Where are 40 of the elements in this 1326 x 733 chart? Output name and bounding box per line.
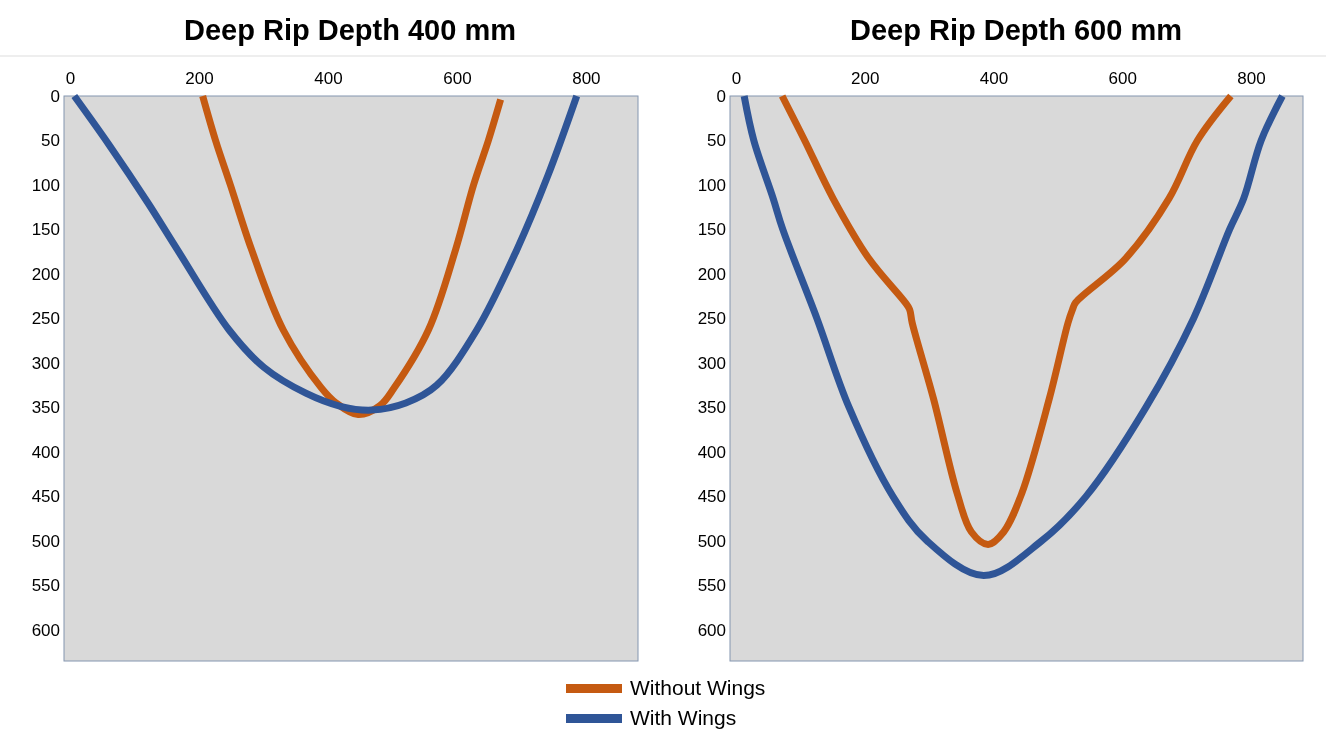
x-tick-label: 0 [731,69,742,88]
y-tick-label: 300 [31,353,60,373]
chart-title: Deep Rip Depth 600 mm [850,14,1182,46]
y-tick-label: 150 [31,220,60,240]
y-tick-label: 500 [31,531,60,551]
y-tick-label: 0 [716,86,726,106]
x-tick-label: 800 [572,69,601,88]
x-tick-label: 200 [851,69,880,88]
y-tick-label: 550 [31,576,60,596]
y-tick-label: 450 [31,487,60,507]
y-tick-label: 250 [31,309,60,329]
y-tick-label: 50 [41,131,60,151]
legend-label: Without Wings [630,676,766,700]
legend-label: With Wings [630,706,737,730]
x-tick-label: 400 [314,69,343,88]
x-tick-label: 200 [185,69,214,88]
y-tick-label: 50 [707,131,726,151]
y-tick-label: 200 [697,264,726,284]
y-tick-label: 450 [697,487,726,507]
x-tick-label: 600 [1108,69,1137,88]
y-tick-label: 400 [697,442,726,462]
y-tick-label: 350 [697,398,726,418]
y-tick-label: 500 [697,531,726,551]
y-tick-label: 150 [697,220,726,240]
x-tick-label: 400 [979,69,1009,88]
chart-title: Deep Rip Depth 400 mm [184,14,516,46]
y-tick-label: 550 [697,576,726,596]
y-tick-label: 200 [31,264,60,284]
y-tick-label: 350 [31,398,60,418]
y-tick-label: 0 [50,86,60,106]
y-tick-label: 600 [31,620,60,640]
y-tick-label: 100 [31,175,60,195]
y-tick-label: 600 [697,620,726,640]
x-tick-label: 0 [65,69,76,88]
y-tick-label: 300 [697,353,726,373]
y-tick-label: 250 [697,309,726,329]
x-tick-label: 600 [443,69,472,88]
x-tick-label: 800 [1237,69,1266,88]
y-tick-label: 100 [697,175,726,195]
y-tick-label: 400 [31,442,60,462]
